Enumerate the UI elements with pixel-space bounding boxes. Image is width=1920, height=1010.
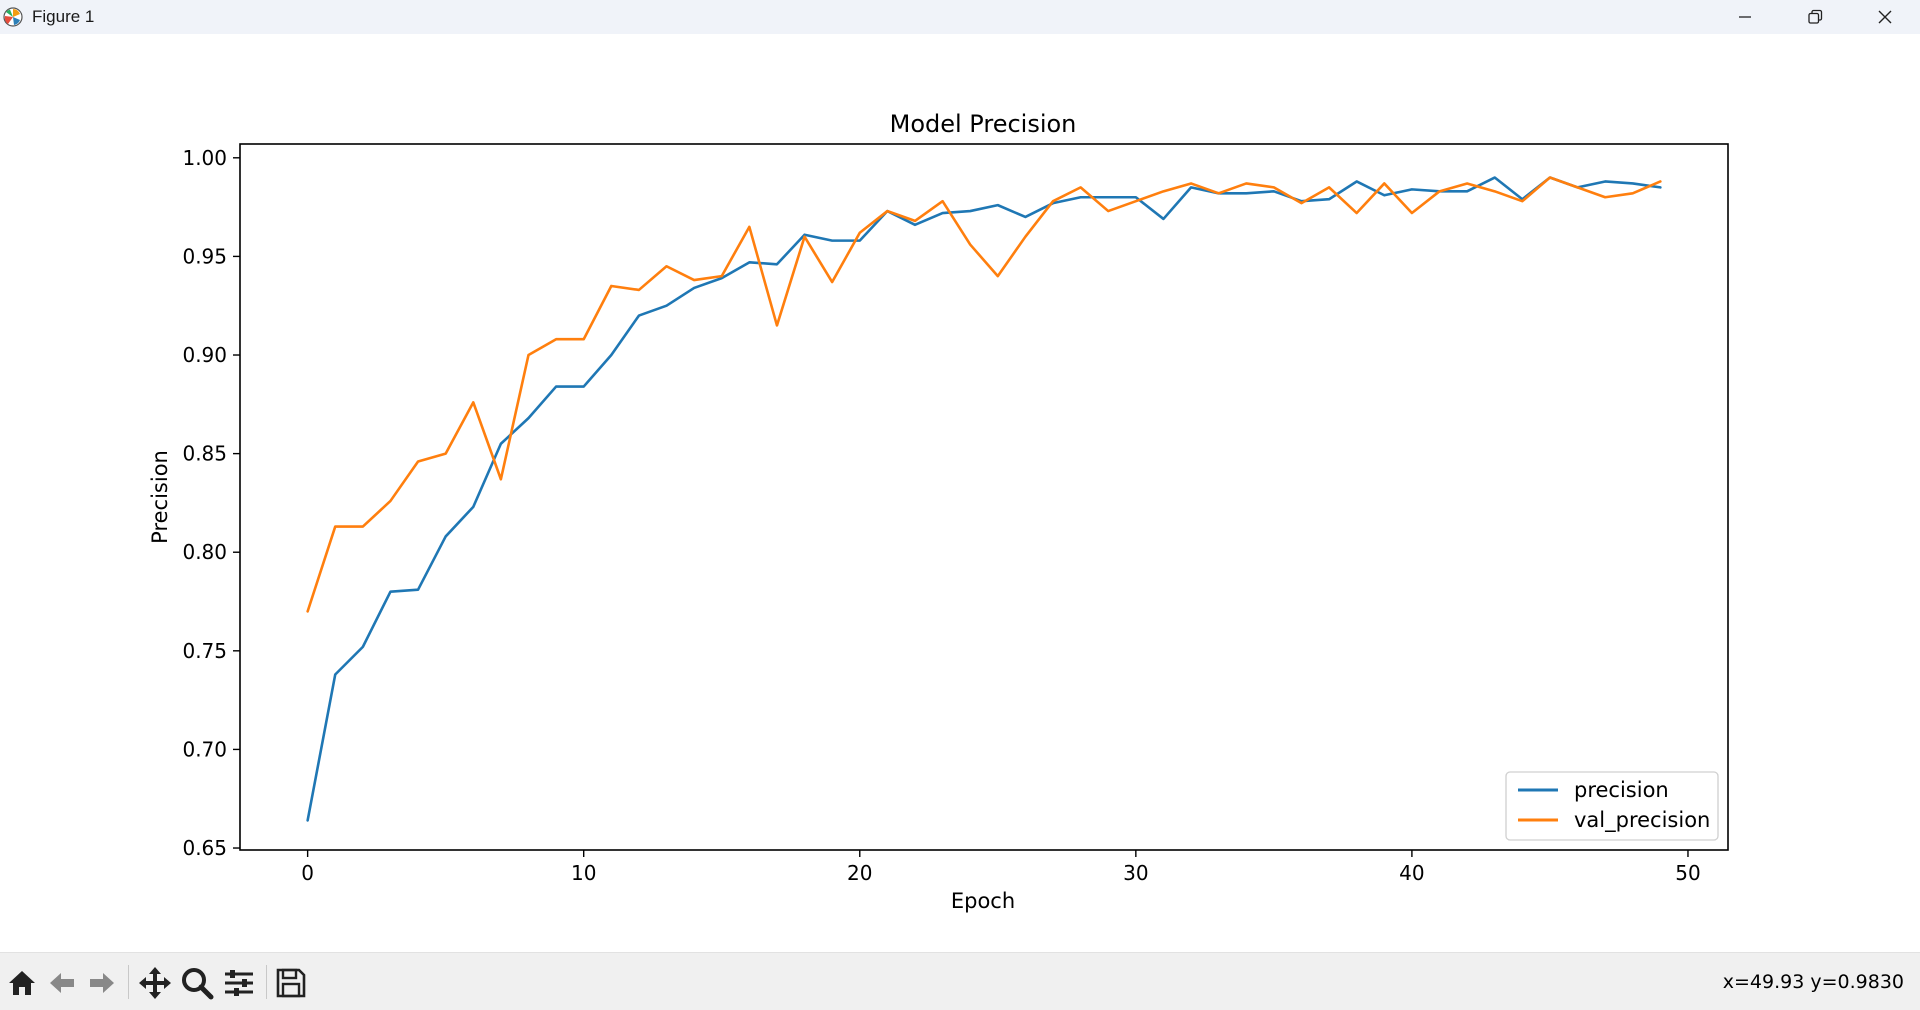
x-tick-label: 10 (571, 861, 596, 885)
navigation-toolbar: x=49.93 y=0.9830 (0, 952, 1920, 1010)
cursor-coordinates: x=49.93 y=0.9830 (1722, 971, 1904, 993)
y-tick-label: 0.70 (182, 737, 227, 761)
minimize-icon (1739, 16, 1751, 18)
precision-chart[interactable]: Model Precision 0 10 20 30 40 500.650.700.750… (0, 34, 1920, 952)
x-tick-label: 50 (1675, 861, 1700, 885)
toolbar-separator (128, 965, 129, 999)
x-tick-label: 0 (301, 861, 314, 885)
axes-group: 0 10 20 30 40 50 0.65 0.70 0.75 0.80 0.85 0.90 0.95 1… (182, 146, 1700, 885)
restore-button[interactable] (1780, 0, 1850, 34)
y-tick-label: 1.00 (182, 146, 227, 170)
series-line-precision (306, 176, 1662, 822)
home-button[interactable] (2, 963, 42, 1003)
toolbar-separator (266, 965, 267, 999)
restore-icon (1808, 9, 1823, 24)
y-tick-label: 0.95 (182, 244, 227, 268)
legend-label-val-precision: val_precision (1574, 808, 1710, 833)
close-icon (1878, 10, 1892, 24)
y-tick-label: 0.85 (182, 442, 227, 466)
configure-subplots-button[interactable] (219, 963, 259, 1003)
chart-title: Model Precision (890, 110, 1077, 138)
series-layer (306, 176, 1662, 822)
home-icon (9, 971, 35, 995)
forward-button[interactable] (82, 963, 122, 1003)
x-tick-label: 40 (1399, 861, 1424, 885)
zoom-button[interactable] (177, 963, 217, 1003)
y-tick-label: 0.65 (182, 836, 227, 860)
figure-canvas[interactable]: Model Precision 0 10 20 30 40 50 0.65 0.70 0.75 0… (0, 34, 1920, 952)
move-icon (139, 967, 171, 999)
legend: precision val_precision (1505, 771, 1719, 841)
x-tick-label: 30 (1123, 861, 1148, 885)
floppy-disk-icon (276, 968, 306, 998)
sliders-icon (225, 970, 253, 996)
window-controls (1710, 0, 1920, 34)
arrow-left-icon (50, 973, 74, 993)
matplotlib-logo-icon (2, 6, 24, 28)
magnifier-icon (182, 968, 214, 1000)
back-button[interactable] (42, 963, 82, 1003)
pan-button[interactable] (135, 963, 175, 1003)
minimize-button[interactable] (1710, 0, 1780, 34)
y-axis-label: Precision (148, 450, 172, 544)
window-titlebar: Figure 1 (0, 0, 1920, 34)
legend-box (1505, 771, 1719, 841)
x-tick-label: 20 (847, 861, 872, 885)
y-tick-label: 0.75 (182, 639, 227, 663)
y-tick-label: 0.80 (182, 540, 227, 564)
series-line-val-precision (306, 176, 1662, 613)
legend-label-precision: precision (1574, 778, 1669, 802)
y-tick-label: 0.90 (182, 343, 227, 367)
close-button[interactable] (1850, 0, 1920, 34)
arrow-right-icon (90, 973, 114, 993)
x-axis-label: Epoch (951, 889, 1015, 913)
plot-frame (239, 143, 1729, 851)
window-title: Figure 1 (32, 7, 95, 26)
save-button[interactable] (271, 963, 311, 1003)
